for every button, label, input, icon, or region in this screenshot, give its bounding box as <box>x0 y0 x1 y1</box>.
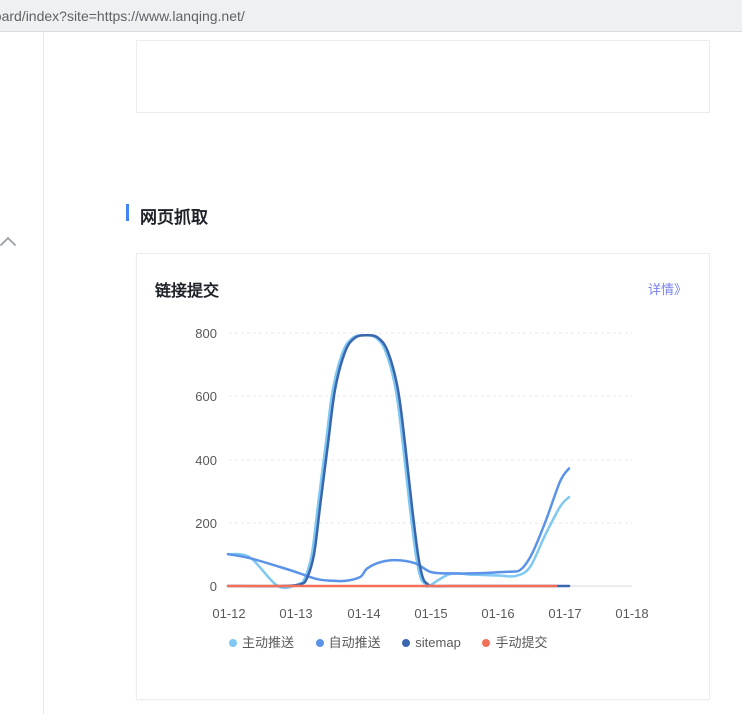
svg-text:400: 400 <box>195 453 217 468</box>
svg-text:01-15: 01-15 <box>414 606 447 621</box>
svg-text:01-17: 01-17 <box>548 606 581 621</box>
svg-text:01-13: 01-13 <box>279 606 312 621</box>
svg-text:600: 600 <box>195 389 217 404</box>
svg-text:01-16: 01-16 <box>481 606 514 621</box>
svg-text:01-12: 01-12 <box>212 606 245 621</box>
svg-text:0: 0 <box>210 579 217 594</box>
svg-text:01-18: 01-18 <box>615 606 648 621</box>
svg-text:800: 800 <box>195 326 217 341</box>
svg-text:01-14: 01-14 <box>347 606 380 621</box>
svg-text:200: 200 <box>195 516 217 531</box>
